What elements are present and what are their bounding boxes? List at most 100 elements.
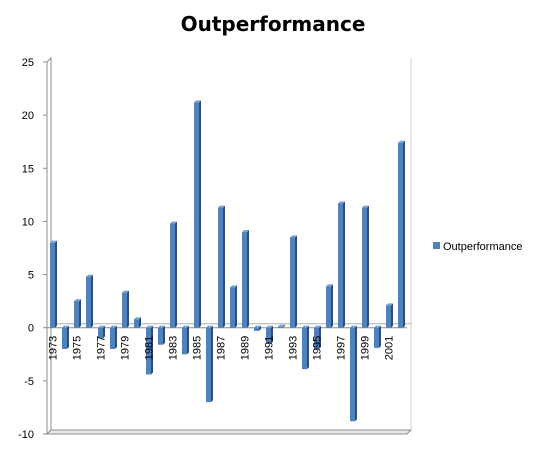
floor bbox=[45, 429, 413, 435]
bar-side bbox=[139, 317, 141, 328]
bar-top bbox=[218, 205, 225, 208]
bar-top bbox=[62, 325, 69, 328]
bar-face bbox=[218, 207, 223, 328]
bar bbox=[374, 325, 381, 348]
x-tick-label: 1973 bbox=[48, 336, 60, 360]
bar-face bbox=[146, 327, 151, 375]
bar-side bbox=[367, 205, 369, 328]
bar-top bbox=[86, 274, 93, 277]
bar-top bbox=[290, 235, 297, 238]
bar-side bbox=[235, 285, 237, 328]
bar-face bbox=[158, 327, 163, 345]
bar-top bbox=[74, 299, 81, 302]
x-tick-label: 1987 bbox=[216, 336, 228, 360]
x-tick-label: 1985 bbox=[192, 336, 204, 360]
bar-top bbox=[278, 324, 285, 327]
bar-side bbox=[391, 303, 393, 328]
x-tick-label: 1999 bbox=[360, 336, 372, 360]
bar bbox=[206, 325, 213, 403]
bar-top bbox=[386, 303, 393, 306]
bar-face bbox=[350, 327, 355, 422]
bar-side bbox=[343, 201, 345, 328]
bar bbox=[62, 325, 69, 349]
bar-side bbox=[115, 325, 117, 349]
bar-side bbox=[295, 235, 297, 328]
y-tick-label: 10 bbox=[22, 216, 34, 228]
bar bbox=[278, 324, 285, 328]
bar-face bbox=[170, 223, 175, 328]
bar-top bbox=[242, 230, 249, 233]
bar-face bbox=[98, 327, 103, 339]
bar-top bbox=[230, 285, 237, 288]
bar-face bbox=[242, 232, 247, 328]
bar-side bbox=[127, 290, 129, 328]
bar-face bbox=[290, 237, 295, 328]
bar-side bbox=[199, 100, 201, 328]
bar-top bbox=[398, 140, 405, 143]
bar-side bbox=[67, 325, 69, 349]
bar bbox=[362, 205, 369, 328]
bar-side bbox=[187, 325, 189, 355]
bar-side bbox=[283, 324, 285, 328]
bar-top bbox=[302, 325, 309, 328]
bar-top bbox=[98, 325, 105, 328]
bar-side bbox=[307, 325, 309, 370]
bar-face bbox=[110, 327, 115, 349]
bar-face bbox=[74, 301, 79, 328]
x-tick-label: 1979 bbox=[120, 336, 132, 360]
bar bbox=[170, 221, 177, 328]
bar bbox=[350, 325, 357, 422]
bar-face bbox=[62, 327, 67, 349]
bar-top bbox=[110, 325, 117, 328]
bar-top bbox=[266, 325, 273, 328]
plot-walls bbox=[45, 56, 413, 436]
legend: Outperformance bbox=[433, 241, 522, 253]
x-tick-label: 1991 bbox=[264, 336, 276, 360]
bar-face bbox=[50, 242, 55, 328]
bar-side bbox=[247, 230, 249, 328]
y-tick-label: 0 bbox=[28, 323, 34, 335]
bar bbox=[50, 240, 57, 328]
bar bbox=[218, 205, 225, 328]
bar-side bbox=[403, 140, 405, 328]
bar-top bbox=[122, 290, 129, 293]
y-tick-label: 20 bbox=[22, 110, 34, 122]
bar-side bbox=[379, 325, 381, 348]
bar bbox=[398, 140, 405, 328]
bar-top bbox=[146, 325, 153, 328]
legend-swatch bbox=[433, 242, 440, 249]
bar bbox=[182, 325, 189, 355]
bar bbox=[230, 285, 237, 328]
bar-side bbox=[223, 205, 225, 328]
bar bbox=[290, 235, 297, 328]
bar bbox=[194, 100, 201, 328]
bar bbox=[110, 325, 117, 349]
bar-top bbox=[362, 205, 369, 208]
x-tick-label: 1981 bbox=[144, 336, 156, 360]
bar bbox=[98, 325, 105, 339]
chart-title: Outperformance bbox=[181, 12, 366, 36]
bar-face bbox=[182, 327, 187, 355]
bar-top bbox=[314, 325, 321, 328]
bar-top bbox=[158, 325, 165, 328]
y-tick-label: -5 bbox=[24, 376, 34, 388]
x-tick-label: 1975 bbox=[72, 336, 84, 360]
x-tick-label: 1997 bbox=[336, 336, 348, 360]
bar-face bbox=[326, 286, 331, 328]
bar bbox=[254, 325, 261, 331]
bar-face bbox=[86, 276, 91, 328]
bar bbox=[74, 299, 81, 328]
bar-face bbox=[122, 292, 127, 328]
bar-side bbox=[163, 325, 165, 345]
bar bbox=[242, 230, 249, 328]
y-axis: -10 -5 0 5 10 15 20 25 bbox=[18, 57, 48, 441]
bar-top bbox=[182, 325, 189, 328]
bar bbox=[158, 325, 165, 345]
bar-face bbox=[374, 327, 379, 348]
bar-side bbox=[103, 325, 105, 339]
y-tick-label: 5 bbox=[28, 270, 34, 282]
bar-face bbox=[338, 203, 343, 328]
bar-face bbox=[206, 327, 211, 403]
x-tick-label: 1977 bbox=[96, 336, 108, 360]
